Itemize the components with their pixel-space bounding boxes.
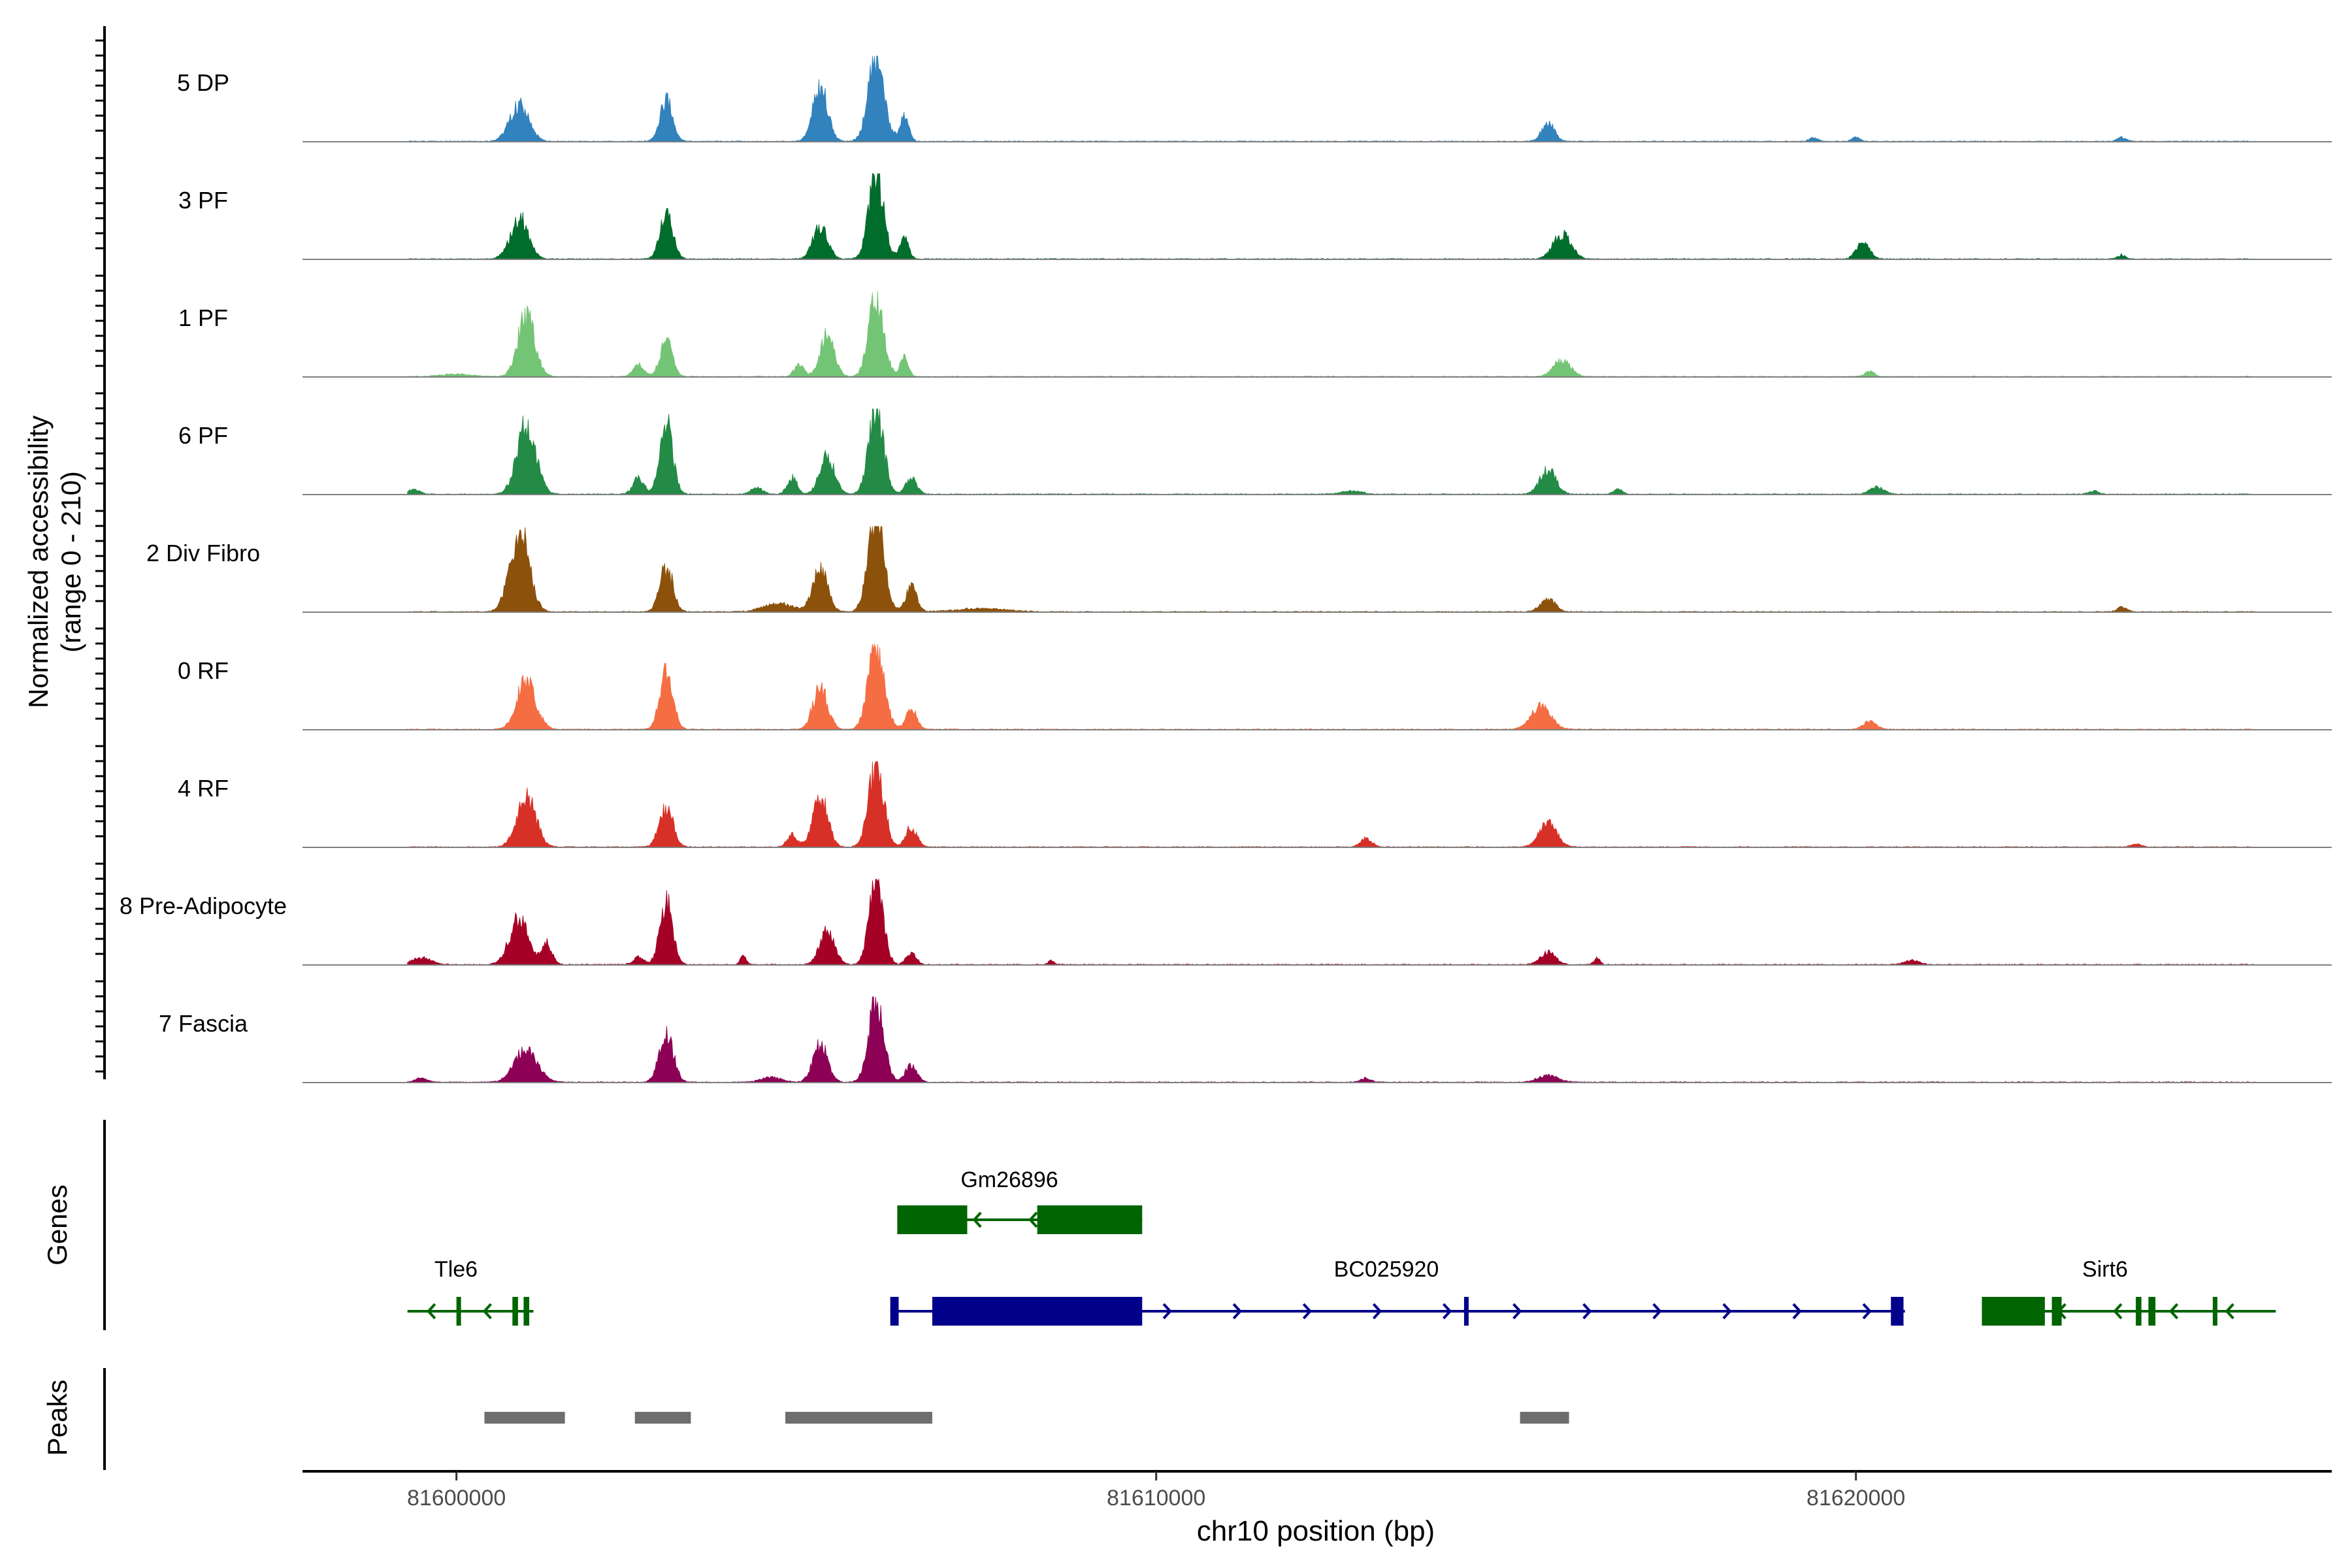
coverage-area [407, 408, 2255, 495]
x-tick-label: 81620000 [1806, 1486, 1905, 1511]
coverage-area [407, 878, 2255, 966]
strand-arrow [1792, 1303, 1802, 1320]
strand-arrow [1582, 1303, 1592, 1320]
track-9: 7 Fascia [159, 996, 2332, 1083]
exon [1982, 1297, 2045, 1326]
exon [2051, 1297, 2062, 1326]
track-label: 3 PF [178, 187, 228, 214]
coverage-area [407, 761, 2255, 848]
strand-arrow [427, 1303, 436, 1320]
track-label: 0 RF [178, 657, 229, 684]
track-1: 5 DP [177, 56, 2332, 142]
strand-arrow [1652, 1303, 1662, 1320]
track-2: 3 PF [178, 173, 2332, 260]
exon [1037, 1205, 1143, 1234]
track-label: 4 RF [178, 775, 229, 802]
gene-gm26896: Gm26896 [897, 1168, 1143, 1234]
track-label: 1 PF [178, 304, 228, 331]
y-axis-title-line1: Normalized accessibility [23, 416, 54, 708]
track-label: 8 Pre-Adipocyte [120, 892, 287, 919]
exon [1463, 1297, 1469, 1326]
peaks-track [103, 1368, 1569, 1470]
peak-region [634, 1412, 691, 1424]
x-tick-label: 81610000 [1107, 1486, 1205, 1511]
x-tick-label: 81600000 [407, 1486, 506, 1511]
track-label: 2 Div Fibro [146, 540, 260, 566]
gene-bc025920: BC025920 [890, 1257, 1905, 1326]
y-axis-title-line2: (range 0 - 210) [56, 471, 86, 653]
exon [1891, 1297, 1904, 1326]
peaks-track-label: Peaks [42, 1380, 73, 1456]
exon [2148, 1297, 2156, 1326]
gene-name-label: BC025920 [1334, 1257, 1439, 1282]
strand-arrow [1722, 1303, 1732, 1320]
strand-arrow [1862, 1303, 1872, 1320]
coverage-tracks: 5 DP 3 PF 1 PF 6 PF 2 Div Fibro 0 RF 4 RF 8 Pre… [120, 56, 2332, 1083]
gene-tle6: Tle6 [407, 1257, 534, 1326]
exon [2212, 1297, 2217, 1326]
genes-track-label: Genes [42, 1184, 73, 1266]
exon [932, 1297, 1143, 1326]
exon [512, 1297, 518, 1326]
exon [523, 1297, 530, 1326]
x-axis-title: chr10 position (bp) [1197, 1515, 1435, 1547]
x-axis: 81600000 81610000 81620000 [302, 1470, 2332, 1511]
strand-arrow [1028, 1211, 1038, 1228]
track-7: 4 RF [178, 761, 2332, 848]
gene-name-label: Tle6 [434, 1257, 478, 1282]
coverage-area [407, 526, 2255, 613]
strand-arrow [1302, 1303, 1312, 1320]
peak-region [785, 1412, 932, 1424]
strand-arrow [1162, 1303, 1172, 1320]
track-6: 0 RF [178, 644, 2332, 730]
y-axis-label: Normalized accessibility (range 0 - 210) [23, 416, 86, 708]
strand-arrow [2168, 1303, 2179, 1320]
coverage-area [407, 173, 2255, 260]
coverage-area [407, 56, 2255, 142]
strand-arrow [1443, 1303, 1452, 1320]
exon [897, 1205, 968, 1234]
exon [890, 1297, 899, 1326]
track-label: 7 Fascia [159, 1010, 248, 1037]
track-8: 8 Pre-Adipocyte [120, 878, 2332, 966]
coverage-area [407, 291, 2255, 378]
strand-arrow [1232, 1303, 1242, 1320]
gene-annotation-track: Gm26896 Tle6 BC025920 Sirt6 [103, 1120, 2276, 1330]
coverage-area [407, 996, 2255, 1083]
coverage-area [407, 644, 2255, 730]
exon [2136, 1297, 2142, 1326]
strand-arrow [2113, 1303, 2123, 1320]
peak-region [1520, 1412, 1569, 1424]
strand-arrow [972, 1211, 982, 1228]
gene-name-label: Gm26896 [960, 1168, 1058, 1192]
track-label: 5 DP [177, 69, 229, 96]
gene-name-label: Sirt6 [2082, 1257, 2128, 1282]
exon [456, 1297, 461, 1326]
strand-arrow [1512, 1303, 1522, 1320]
track-3: 1 PF [178, 291, 2332, 378]
strand-arrow [1372, 1303, 1382, 1320]
track-label: 6 PF [178, 422, 228, 449]
peak-region [484, 1412, 565, 1424]
track-4: 6 PF [178, 408, 2332, 495]
track-5: 2 Div Fibro [146, 526, 2332, 613]
gene-sirt6: Sirt6 [1982, 1257, 2276, 1326]
strand-arrow [482, 1303, 492, 1320]
y-axis [95, 26, 106, 1079]
strand-arrow [2225, 1303, 2234, 1320]
